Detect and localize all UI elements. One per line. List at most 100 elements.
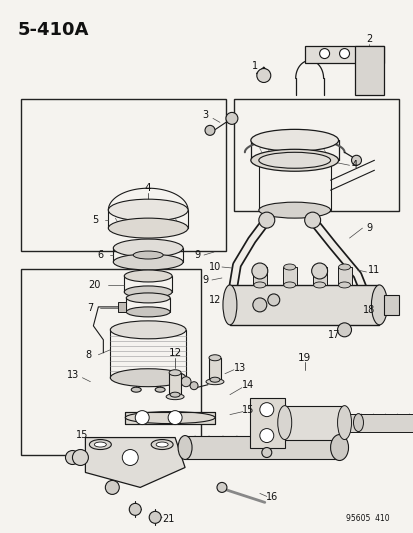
Ellipse shape — [223, 285, 236, 325]
Text: 9: 9 — [202, 275, 208, 285]
Ellipse shape — [89, 440, 111, 449]
Ellipse shape — [113, 239, 183, 257]
Ellipse shape — [110, 321, 185, 339]
Circle shape — [252, 298, 266, 312]
Bar — [337, 267, 351, 285]
Circle shape — [267, 294, 279, 306]
Bar — [21, 99, 225, 251]
Ellipse shape — [133, 251, 163, 259]
Circle shape — [319, 49, 329, 59]
Text: 10: 10 — [208, 262, 221, 272]
Text: 18: 18 — [363, 305, 375, 315]
Circle shape — [337, 323, 351, 337]
Text: 12: 12 — [208, 295, 221, 305]
Circle shape — [216, 482, 226, 492]
Circle shape — [180, 377, 190, 386]
Circle shape — [105, 480, 119, 495]
Circle shape — [122, 449, 138, 465]
Circle shape — [351, 155, 361, 165]
Ellipse shape — [209, 355, 221, 361]
Circle shape — [339, 49, 349, 59]
Circle shape — [72, 449, 88, 465]
Ellipse shape — [113, 254, 183, 270]
Ellipse shape — [337, 406, 351, 440]
Polygon shape — [85, 438, 185, 487]
Bar — [252, 267, 266, 285]
Ellipse shape — [170, 392, 180, 397]
Circle shape — [311, 263, 327, 279]
Circle shape — [225, 112, 237, 124]
Ellipse shape — [250, 130, 338, 151]
Text: 16: 16 — [265, 492, 277, 503]
Text: 4: 4 — [351, 160, 357, 170]
Bar — [229, 285, 378, 325]
Text: 95605  410: 95605 410 — [345, 514, 389, 523]
Text: 9: 9 — [366, 223, 372, 233]
Circle shape — [129, 503, 141, 515]
Polygon shape — [354, 46, 384, 95]
Polygon shape — [344, 414, 413, 432]
Ellipse shape — [283, 282, 295, 288]
Polygon shape — [185, 435, 339, 459]
Text: 5-410A: 5-410A — [18, 21, 89, 38]
Ellipse shape — [110, 369, 185, 386]
Text: 20: 20 — [88, 280, 100, 290]
Bar — [312, 267, 326, 285]
Ellipse shape — [156, 442, 168, 447]
Text: 5: 5 — [92, 215, 98, 225]
Ellipse shape — [108, 218, 188, 238]
Circle shape — [304, 212, 320, 228]
Text: 3: 3 — [202, 110, 208, 120]
Circle shape — [149, 511, 161, 523]
Circle shape — [261, 448, 271, 457]
Ellipse shape — [126, 293, 170, 303]
Text: 17: 17 — [328, 330, 340, 340]
Text: 9: 9 — [194, 250, 199, 260]
Text: 8: 8 — [85, 350, 91, 360]
Polygon shape — [304, 46, 384, 62]
Polygon shape — [118, 302, 126, 312]
Bar — [282, 267, 296, 285]
Circle shape — [135, 410, 149, 425]
Circle shape — [256, 69, 270, 83]
Ellipse shape — [151, 440, 173, 449]
Ellipse shape — [126, 307, 170, 317]
Circle shape — [190, 382, 197, 390]
Text: 2: 2 — [366, 34, 372, 44]
Polygon shape — [125, 411, 214, 424]
Text: 11: 11 — [368, 265, 380, 275]
Ellipse shape — [353, 414, 363, 432]
Ellipse shape — [206, 379, 223, 385]
Text: 6: 6 — [97, 250, 103, 260]
Polygon shape — [384, 295, 399, 315]
Text: 14: 14 — [241, 379, 253, 390]
Text: 4: 4 — [145, 183, 151, 193]
Ellipse shape — [313, 264, 325, 270]
Ellipse shape — [370, 285, 387, 325]
Ellipse shape — [169, 370, 180, 376]
Ellipse shape — [338, 264, 350, 270]
Ellipse shape — [258, 202, 330, 218]
Ellipse shape — [313, 282, 325, 288]
Ellipse shape — [250, 149, 338, 171]
Ellipse shape — [108, 199, 188, 221]
Text: 19: 19 — [297, 353, 311, 363]
Ellipse shape — [125, 411, 214, 424]
Text: 21: 21 — [161, 514, 174, 524]
Ellipse shape — [166, 394, 184, 400]
Bar — [209, 358, 221, 379]
Ellipse shape — [277, 406, 291, 440]
Polygon shape — [284, 406, 344, 440]
Ellipse shape — [178, 435, 192, 459]
Bar — [233, 99, 398, 211]
Ellipse shape — [155, 387, 165, 392]
Text: 13: 13 — [67, 370, 79, 379]
Ellipse shape — [124, 270, 172, 282]
Polygon shape — [249, 398, 284, 448]
Text: 15: 15 — [241, 405, 254, 415]
Text: 1: 1 — [251, 61, 257, 70]
Circle shape — [251, 263, 267, 279]
Ellipse shape — [258, 152, 330, 168]
Ellipse shape — [131, 387, 141, 392]
Ellipse shape — [283, 264, 295, 270]
